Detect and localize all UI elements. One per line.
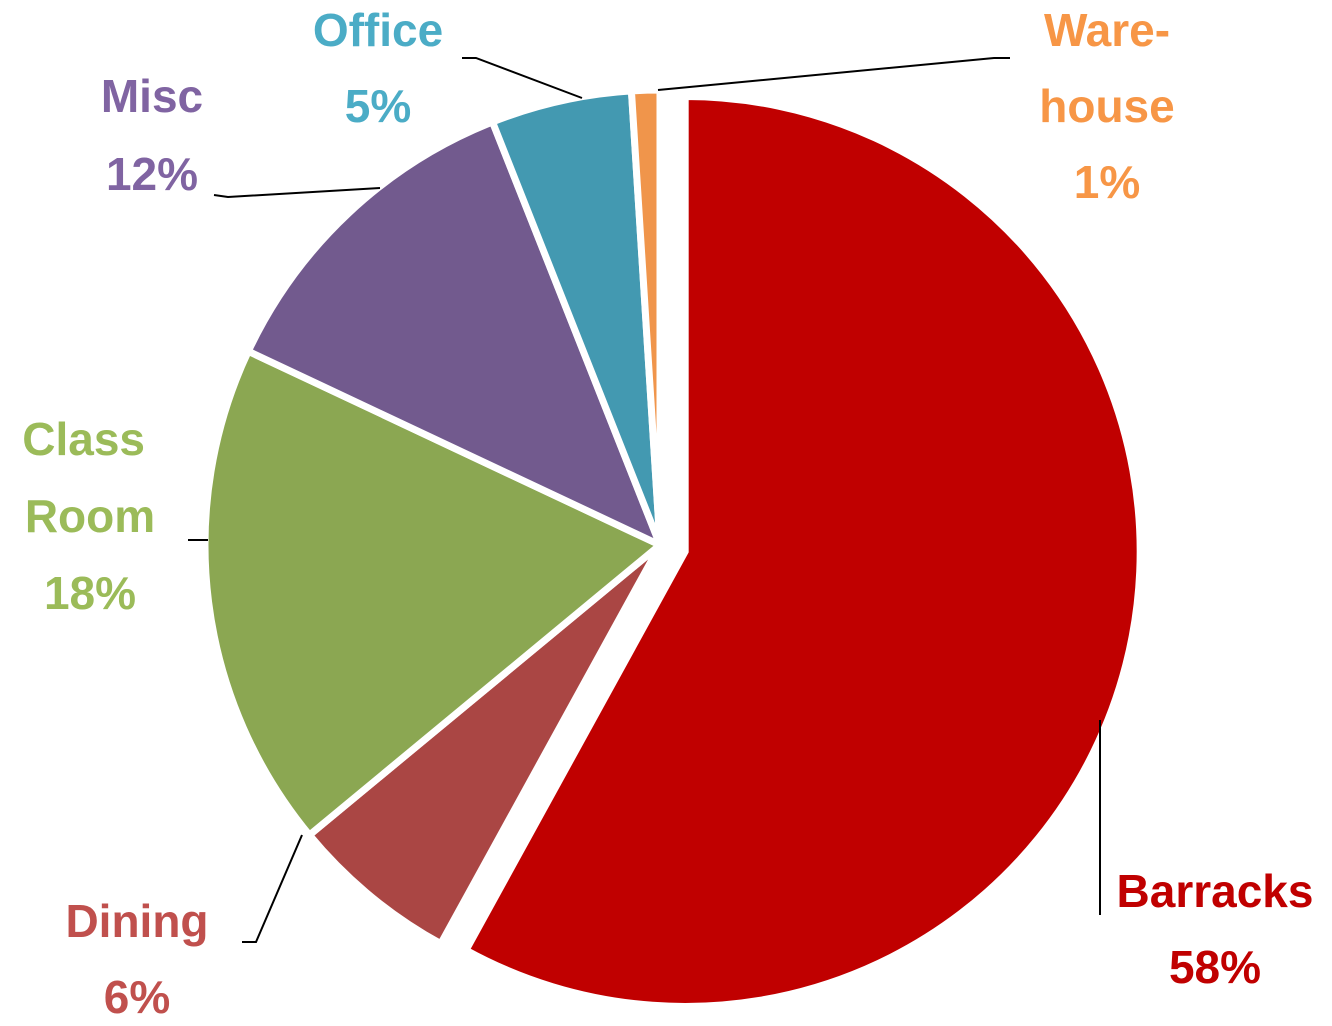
leader-line: [242, 834, 303, 943]
value-label: 58%: [1169, 941, 1261, 993]
labels: Barracks 58% Dining 6% Class Room 18% Misc 12% O…: [22, 4, 1313, 1023]
leader-line: [213, 187, 381, 199]
leader-line: [462, 57, 583, 99]
label-line: Misc: [101, 70, 203, 122]
value-label: 5%: [345, 80, 411, 132]
label-line: Room: [25, 490, 155, 542]
pie-slice: [304, 542, 664, 949]
label-line: Dining: [65, 895, 208, 947]
value-label: 6%: [104, 971, 170, 1023]
category-label: Office: [313, 4, 443, 56]
category-label: Class Room: [22, 413, 158, 542]
pie-slice: [201, 346, 667, 840]
label-line: Class: [22, 413, 158, 465]
label-line: Office: [313, 4, 443, 56]
pie: [201, 86, 1144, 1010]
value-label: 18%: [44, 567, 136, 619]
label-line: Ware-: [1044, 4, 1170, 56]
pie-slice: [461, 92, 1144, 1010]
value-label: 12%: [106, 148, 198, 200]
leader-line: [657, 57, 1010, 91]
label-line: Barracks: [1117, 865, 1314, 917]
category-label: Dining: [65, 895, 208, 947]
category-label: Barracks: [1117, 865, 1314, 917]
label-line: house: [1039, 80, 1174, 132]
category-label: Ware-house: [1039, 4, 1174, 132]
pie-slice: [243, 117, 667, 552]
value-label: 1%: [1074, 156, 1140, 208]
category-label: Misc: [101, 70, 203, 122]
